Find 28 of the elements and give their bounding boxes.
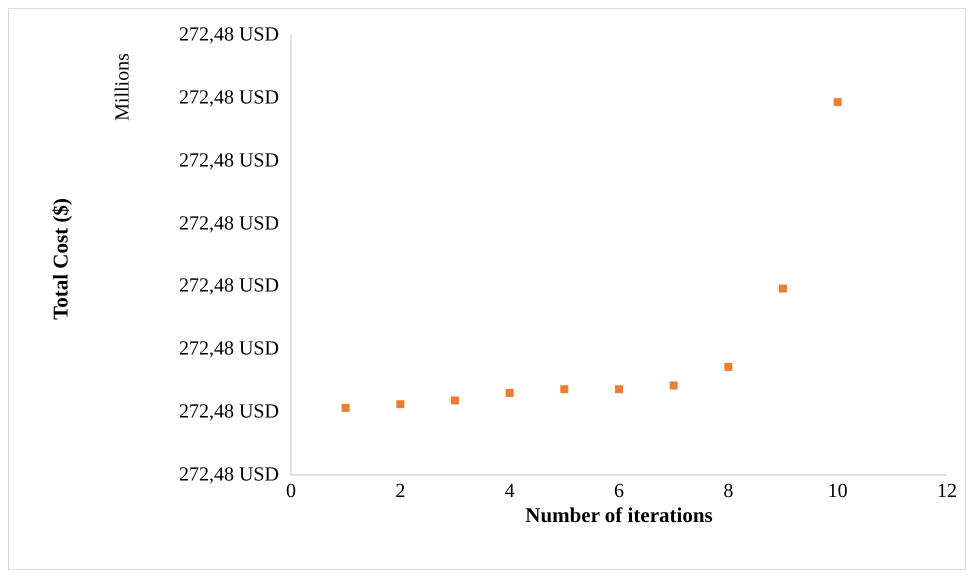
x-tick-label: 4 bbox=[504, 480, 515, 502]
text: 272,48 USD bbox=[178, 464, 279, 486]
point bbox=[451, 396, 459, 404]
text: 272,48 USD bbox=[178, 212, 279, 236]
x-tick-label: 2 bbox=[395, 480, 406, 502]
text: 272,48 USD bbox=[178, 86, 279, 110]
text: Total Cost ($) bbox=[48, 198, 74, 320]
point bbox=[724, 362, 732, 371]
point bbox=[560, 385, 568, 394]
point bbox=[615, 385, 623, 394]
point bbox=[834, 98, 842, 106]
x-tick-label: 0 bbox=[286, 480, 296, 502]
text: 272,48 USD bbox=[178, 149, 279, 172]
text: Millions bbox=[112, 53, 134, 121]
text: 272,48 USD bbox=[178, 24, 279, 46]
x-tick-label: 10 bbox=[828, 480, 848, 502]
point bbox=[396, 400, 404, 408]
text: 272,48 USD bbox=[178, 338, 279, 361]
x-tick-label: 8 bbox=[723, 480, 734, 502]
point bbox=[506, 388, 514, 397]
point bbox=[670, 382, 678, 390]
x-tick-label: 6 bbox=[614, 480, 624, 502]
point bbox=[779, 284, 787, 293]
x-axis-title: Number of iterations bbox=[525, 502, 713, 527]
point bbox=[342, 404, 350, 412]
text: 272,48 USD bbox=[178, 400, 279, 424]
x-tick-label: 12 bbox=[937, 480, 957, 502]
text: 272,48 USD bbox=[178, 274, 279, 298]
